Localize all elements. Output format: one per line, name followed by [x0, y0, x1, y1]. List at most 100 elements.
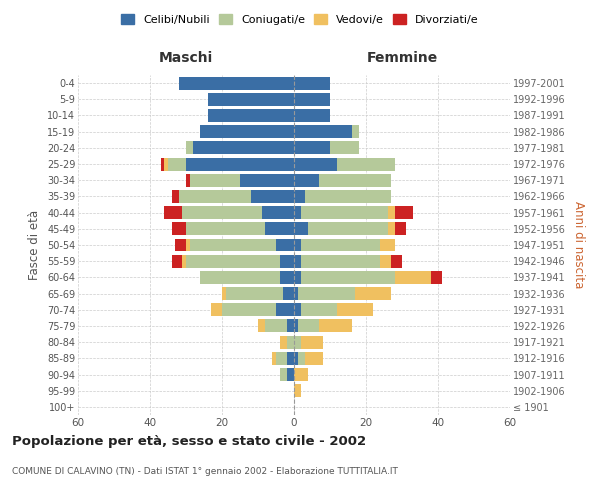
- Bar: [294, 158, 337, 170]
- Bar: [380, 254, 391, 268]
- Bar: [280, 336, 287, 348]
- Bar: [308, 222, 388, 235]
- Text: Popolazione per età, sesso e stato civile - 2002: Popolazione per età, sesso e stato civil…: [12, 435, 366, 448]
- Bar: [395, 271, 431, 284]
- Bar: [298, 352, 305, 365]
- Bar: [330, 142, 359, 154]
- Bar: [388, 206, 395, 219]
- Bar: [208, 109, 294, 122]
- Bar: [294, 190, 305, 203]
- Bar: [294, 109, 330, 122]
- Bar: [193, 142, 294, 154]
- Bar: [298, 287, 355, 300]
- Bar: [186, 158, 294, 170]
- Bar: [200, 271, 280, 284]
- Bar: [337, 158, 395, 170]
- Bar: [168, 158, 186, 170]
- Bar: [226, 287, 283, 300]
- Bar: [172, 222, 186, 235]
- Bar: [294, 222, 308, 235]
- Bar: [298, 320, 319, 332]
- Bar: [355, 287, 391, 300]
- Bar: [182, 254, 186, 268]
- Bar: [294, 304, 301, 316]
- Bar: [301, 336, 323, 348]
- Bar: [222, 287, 226, 300]
- Bar: [305, 190, 391, 203]
- Bar: [179, 76, 294, 90]
- Bar: [280, 368, 287, 381]
- Bar: [190, 238, 276, 252]
- Bar: [200, 125, 294, 138]
- Bar: [276, 352, 287, 365]
- Bar: [258, 320, 265, 332]
- Bar: [186, 142, 193, 154]
- Bar: [294, 254, 301, 268]
- Bar: [301, 271, 395, 284]
- Bar: [301, 206, 388, 219]
- Bar: [431, 271, 442, 284]
- Bar: [294, 336, 301, 348]
- Bar: [287, 352, 294, 365]
- Bar: [265, 222, 294, 235]
- Bar: [395, 206, 413, 219]
- Bar: [172, 254, 182, 268]
- Bar: [287, 336, 294, 348]
- Bar: [164, 206, 182, 219]
- Bar: [301, 304, 337, 316]
- Bar: [211, 304, 222, 316]
- Bar: [294, 384, 301, 397]
- Bar: [164, 158, 168, 170]
- Bar: [190, 174, 240, 186]
- Bar: [272, 352, 276, 365]
- Bar: [283, 287, 294, 300]
- Bar: [294, 368, 308, 381]
- Bar: [240, 174, 294, 186]
- Bar: [319, 174, 391, 186]
- Bar: [395, 222, 406, 235]
- Bar: [186, 222, 265, 235]
- Bar: [287, 368, 294, 381]
- Bar: [280, 271, 294, 284]
- Bar: [208, 93, 294, 106]
- Bar: [294, 93, 330, 106]
- Bar: [186, 238, 190, 252]
- Bar: [182, 206, 262, 219]
- Bar: [161, 158, 164, 170]
- Bar: [265, 320, 287, 332]
- Y-axis label: Anni di nascita: Anni di nascita: [572, 202, 585, 288]
- Bar: [294, 287, 298, 300]
- Bar: [301, 254, 380, 268]
- Bar: [301, 238, 380, 252]
- Bar: [294, 206, 301, 219]
- Bar: [179, 190, 251, 203]
- Bar: [222, 304, 276, 316]
- Bar: [287, 320, 294, 332]
- Bar: [186, 254, 280, 268]
- Bar: [251, 190, 294, 203]
- Text: Maschi: Maschi: [159, 52, 213, 66]
- Bar: [352, 125, 359, 138]
- Bar: [294, 125, 352, 138]
- Bar: [262, 206, 294, 219]
- Bar: [294, 320, 298, 332]
- Bar: [294, 352, 298, 365]
- Bar: [175, 238, 186, 252]
- Bar: [294, 142, 330, 154]
- Bar: [319, 320, 352, 332]
- Bar: [388, 222, 395, 235]
- Bar: [337, 304, 373, 316]
- Bar: [294, 238, 301, 252]
- Text: Femmine: Femmine: [367, 52, 437, 66]
- Legend: Celibi/Nubili, Coniugati/e, Vedovi/e, Divorziati/e: Celibi/Nubili, Coniugati/e, Vedovi/e, Di…: [118, 10, 482, 28]
- Bar: [294, 174, 319, 186]
- Bar: [305, 352, 323, 365]
- Bar: [276, 238, 294, 252]
- Bar: [391, 254, 402, 268]
- Bar: [294, 76, 330, 90]
- Bar: [280, 254, 294, 268]
- Bar: [294, 271, 301, 284]
- Bar: [380, 238, 395, 252]
- Bar: [276, 304, 294, 316]
- Y-axis label: Fasce di età: Fasce di età: [28, 210, 41, 280]
